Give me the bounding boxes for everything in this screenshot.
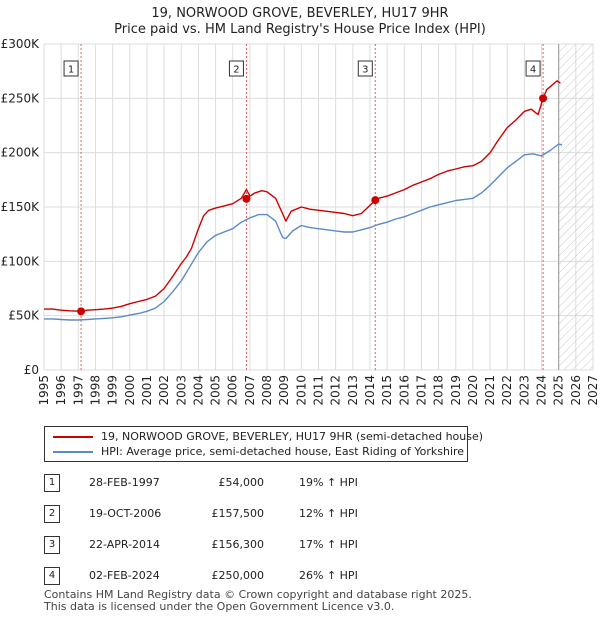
y-tick-label: £300K (1, 37, 41, 51)
x-tick-label: 2003 (174, 375, 188, 406)
x-tick-label: 2011 (312, 375, 326, 406)
legend-label-hpi: HPI: Average price, semi-detached house,… (101, 445, 465, 458)
hpi-line (44, 143, 563, 321)
sale-row: 4 02-FEB-2024 £250,000 26% ↑ HPI (44, 567, 404, 585)
x-tick-label: 2019 (449, 375, 463, 406)
x-tick-label: 2005 (209, 375, 223, 406)
x-tick-label: 2026 (569, 375, 583, 406)
legend: 19, NORWOOD GROVE, BEVERLEY, HU17 9HR (s… (44, 426, 483, 462)
x-tick-label: 2007 (243, 375, 257, 406)
x-tick-label: 2012 (329, 375, 343, 406)
sale-date: 02-FEB-2024 (89, 569, 160, 582)
sale-number-badge: 3 (44, 536, 60, 554)
property-price-line (44, 80, 561, 312)
legend-label-property: 19, NORWOOD GROVE, BEVERLEY, HU17 9HR (s… (101, 430, 484, 443)
x-tick-label: 2004 (191, 375, 205, 406)
sale-hpi-change: 12% ↑ HPI (299, 507, 358, 520)
sale-row: 2 19-OCT-2006 £157,500 12% ↑ HPI (44, 505, 404, 523)
footer-copyright: Contains HM Land Registry data © Crown c… (44, 588, 472, 601)
title-subtitle: Price paid vs. HM Land Registry's House … (114, 22, 486, 37)
x-tick-label: 2021 (483, 375, 497, 406)
x-tick-label: 1998 (88, 375, 102, 406)
x-tick-label: 2022 (500, 375, 514, 406)
y-tick-label: £100K (1, 254, 41, 268)
sale-label-box (525, 60, 541, 77)
footer-license: This data is licensed under the Open Gov… (44, 600, 395, 613)
x-tick-label: 2001 (140, 375, 154, 406)
x-tick-label: 2024 (535, 375, 549, 406)
sale-label: 4 (530, 65, 536, 76)
x-tick-label: 1997 (71, 375, 85, 406)
x-tick-label: 2013 (346, 375, 360, 406)
x-tick-label: 2014 (363, 375, 377, 406)
sale-hpi-change: 17% ↑ HPI (299, 538, 358, 551)
sale-number-badge: 1 (44, 474, 60, 492)
sale-number-badge: 4 (44, 567, 60, 585)
sale-point (77, 307, 86, 316)
x-tick-label: 2009 (277, 375, 291, 406)
sale-number-badge: 2 (44, 505, 60, 523)
footer-attribution: Contains HM Land Registry data © Crown c… (44, 589, 472, 613)
sale-label-box (63, 60, 79, 77)
x-tick-label: 1996 (54, 375, 68, 406)
x-tick-label: 1999 (106, 375, 120, 406)
x-tick-label: 2015 (380, 375, 394, 406)
y-tick-label: £0 (24, 363, 39, 377)
y-tick-label: £250K (1, 91, 41, 105)
x-tick-label: 2002 (157, 375, 171, 406)
sales-table: 1 28-FEB-1997 £54,000 19% ↑ HPI 2 19-OCT… (44, 474, 404, 598)
sale-row: 1 28-FEB-1997 £54,000 19% ↑ HPI (44, 474, 404, 492)
sale-price: £54,000 (218, 476, 265, 489)
x-tick-label: 2010 (294, 375, 308, 406)
sale-hpi-change: 26% ↑ HPI (299, 569, 358, 582)
title-address: 19, NORWOOD GROVE, BEVERLEY, HU17 9HR (151, 6, 449, 21)
x-tick-label: 2016 (397, 375, 411, 406)
sale-price: £250,000 (211, 569, 265, 582)
legend-swatch-property (53, 436, 93, 438)
x-tick-label: 2027 (586, 375, 600, 406)
sale-point (242, 194, 251, 203)
x-tick-label: 2017 (414, 375, 428, 406)
x-tick-label: 2018 (432, 375, 446, 406)
forecast-region (558, 44, 593, 370)
sale-point (371, 196, 380, 205)
price-chart: 1 2 3 4 £0 £50K £100K £150K £200K £250K £300K 1995… (1, 37, 600, 406)
x-tick-label: 2006 (226, 375, 240, 406)
x-tick-label: 2000 (123, 375, 137, 406)
x-tick-label: 2020 (466, 375, 480, 406)
sale-label: 2 (233, 65, 239, 76)
sale-label-box (228, 60, 244, 77)
x-tick-label: 1995 (37, 375, 51, 406)
sale-date: 28-FEB-1997 (89, 476, 160, 489)
sale-date: 19-OCT-2006 (89, 507, 162, 520)
sale-price: £156,300 (211, 538, 265, 551)
y-tick-label: £150K (1, 200, 41, 214)
sale-label: 1 (68, 65, 74, 76)
sale-price: £157,500 (211, 507, 265, 520)
sale-date: 22-APR-2014 (89, 538, 161, 551)
sale-label: 3 (362, 65, 368, 76)
sale-point (539, 94, 548, 103)
sale-label-box (357, 60, 373, 77)
x-tick-label: 2023 (517, 375, 531, 406)
x-tick-label: 2025 (552, 375, 566, 406)
legend-swatch-hpi (53, 451, 93, 453)
x-tick-label: 2008 (260, 375, 274, 406)
sale-row: 3 22-APR-2014 £156,300 17% ↑ HPI (44, 536, 404, 554)
sale-hpi-change: 19% ↑ HPI (299, 476, 358, 489)
y-tick-label: £200K (1, 146, 41, 160)
y-tick-label: £50K (8, 309, 40, 323)
chart-title: 19, NORWOOD GROVE, BEVERLEY, HU17 9HR Pr… (0, 6, 600, 38)
